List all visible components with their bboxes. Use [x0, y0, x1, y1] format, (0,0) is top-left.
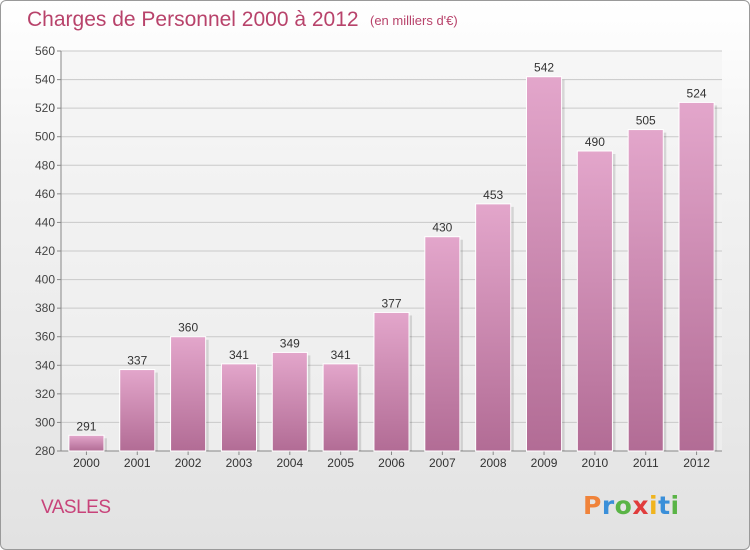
data-label: 291	[76, 419, 96, 433]
x-tick-label: 2008	[480, 456, 507, 470]
bar	[271, 351, 308, 452]
logo-letter: P	[583, 491, 602, 520]
y-tick-label: 400	[35, 273, 55, 287]
x-tick-label: 2002	[175, 456, 202, 470]
bar	[424, 236, 461, 452]
data-label: 430	[432, 221, 452, 235]
y-tick-label: 460	[35, 187, 55, 201]
x-tick-label: 2010	[582, 456, 609, 470]
data-label: 337	[127, 354, 147, 368]
data-label: 341	[229, 348, 249, 362]
y-tick-label: 360	[35, 330, 55, 344]
x-tick-label: 2003	[226, 456, 253, 470]
data-label: 341	[331, 348, 351, 362]
chart-subtitle: (en milliers d'€)	[370, 13, 458, 28]
commune-name: VASLES	[41, 497, 111, 518]
data-label: 349	[280, 336, 300, 350]
bar	[68, 434, 105, 452]
data-label: 542	[534, 61, 554, 75]
x-tick-label: 2007	[429, 456, 456, 470]
y-tick-label: 420	[35, 244, 55, 258]
y-tick-label: 520	[35, 101, 55, 115]
bar	[576, 150, 613, 452]
y-tick-label: 480	[35, 158, 55, 172]
data-label: 360	[178, 321, 198, 335]
data-label: 505	[636, 114, 656, 128]
x-tick-label: 2005	[327, 456, 354, 470]
logo-letter: x	[632, 491, 649, 520]
x-tick-label: 2006	[378, 456, 405, 470]
bar	[475, 203, 512, 452]
bar	[373, 311, 410, 452]
y-tick-label: 340	[35, 358, 55, 372]
logo-letter: i	[649, 491, 659, 520]
x-tick-label: 2012	[683, 456, 710, 470]
bar	[220, 363, 258, 452]
y-tick-label: 320	[35, 387, 55, 401]
logo-letter: i	[670, 491, 680, 520]
data-label: 490	[585, 135, 605, 149]
y-tick-label: 440	[35, 215, 55, 229]
y-tick-label: 300	[35, 415, 55, 429]
bar	[627, 129, 664, 452]
x-tick-label: 2000	[73, 456, 100, 470]
logo-letter: o	[614, 491, 633, 520]
bar	[322, 363, 359, 452]
data-label: 453	[483, 188, 503, 202]
proxiti-logo[interactable]: Proxiti	[583, 491, 693, 523]
bar	[119, 369, 156, 452]
chart-title: Charges de Personnel 2000 à 2012	[27, 8, 359, 31]
y-tick-label: 500	[35, 130, 55, 144]
data-label: 377	[381, 296, 401, 310]
y-tick-label: 380	[35, 301, 55, 315]
y-tick-label: 540	[35, 73, 55, 87]
x-tick-label: 2011	[633, 456, 659, 470]
logo-letter: r	[601, 491, 615, 520]
x-tick-label: 2009	[531, 456, 558, 470]
data-label: 524	[687, 86, 707, 100]
x-tick-label: 2001	[124, 456, 151, 470]
bar	[678, 101, 715, 452]
y-tick-label: 280	[35, 444, 55, 458]
bar	[170, 336, 207, 452]
logo-letter: t	[658, 491, 671, 520]
y-tick-label: 560	[35, 44, 55, 58]
x-tick-label: 2004	[276, 456, 303, 470]
bar	[525, 76, 563, 452]
